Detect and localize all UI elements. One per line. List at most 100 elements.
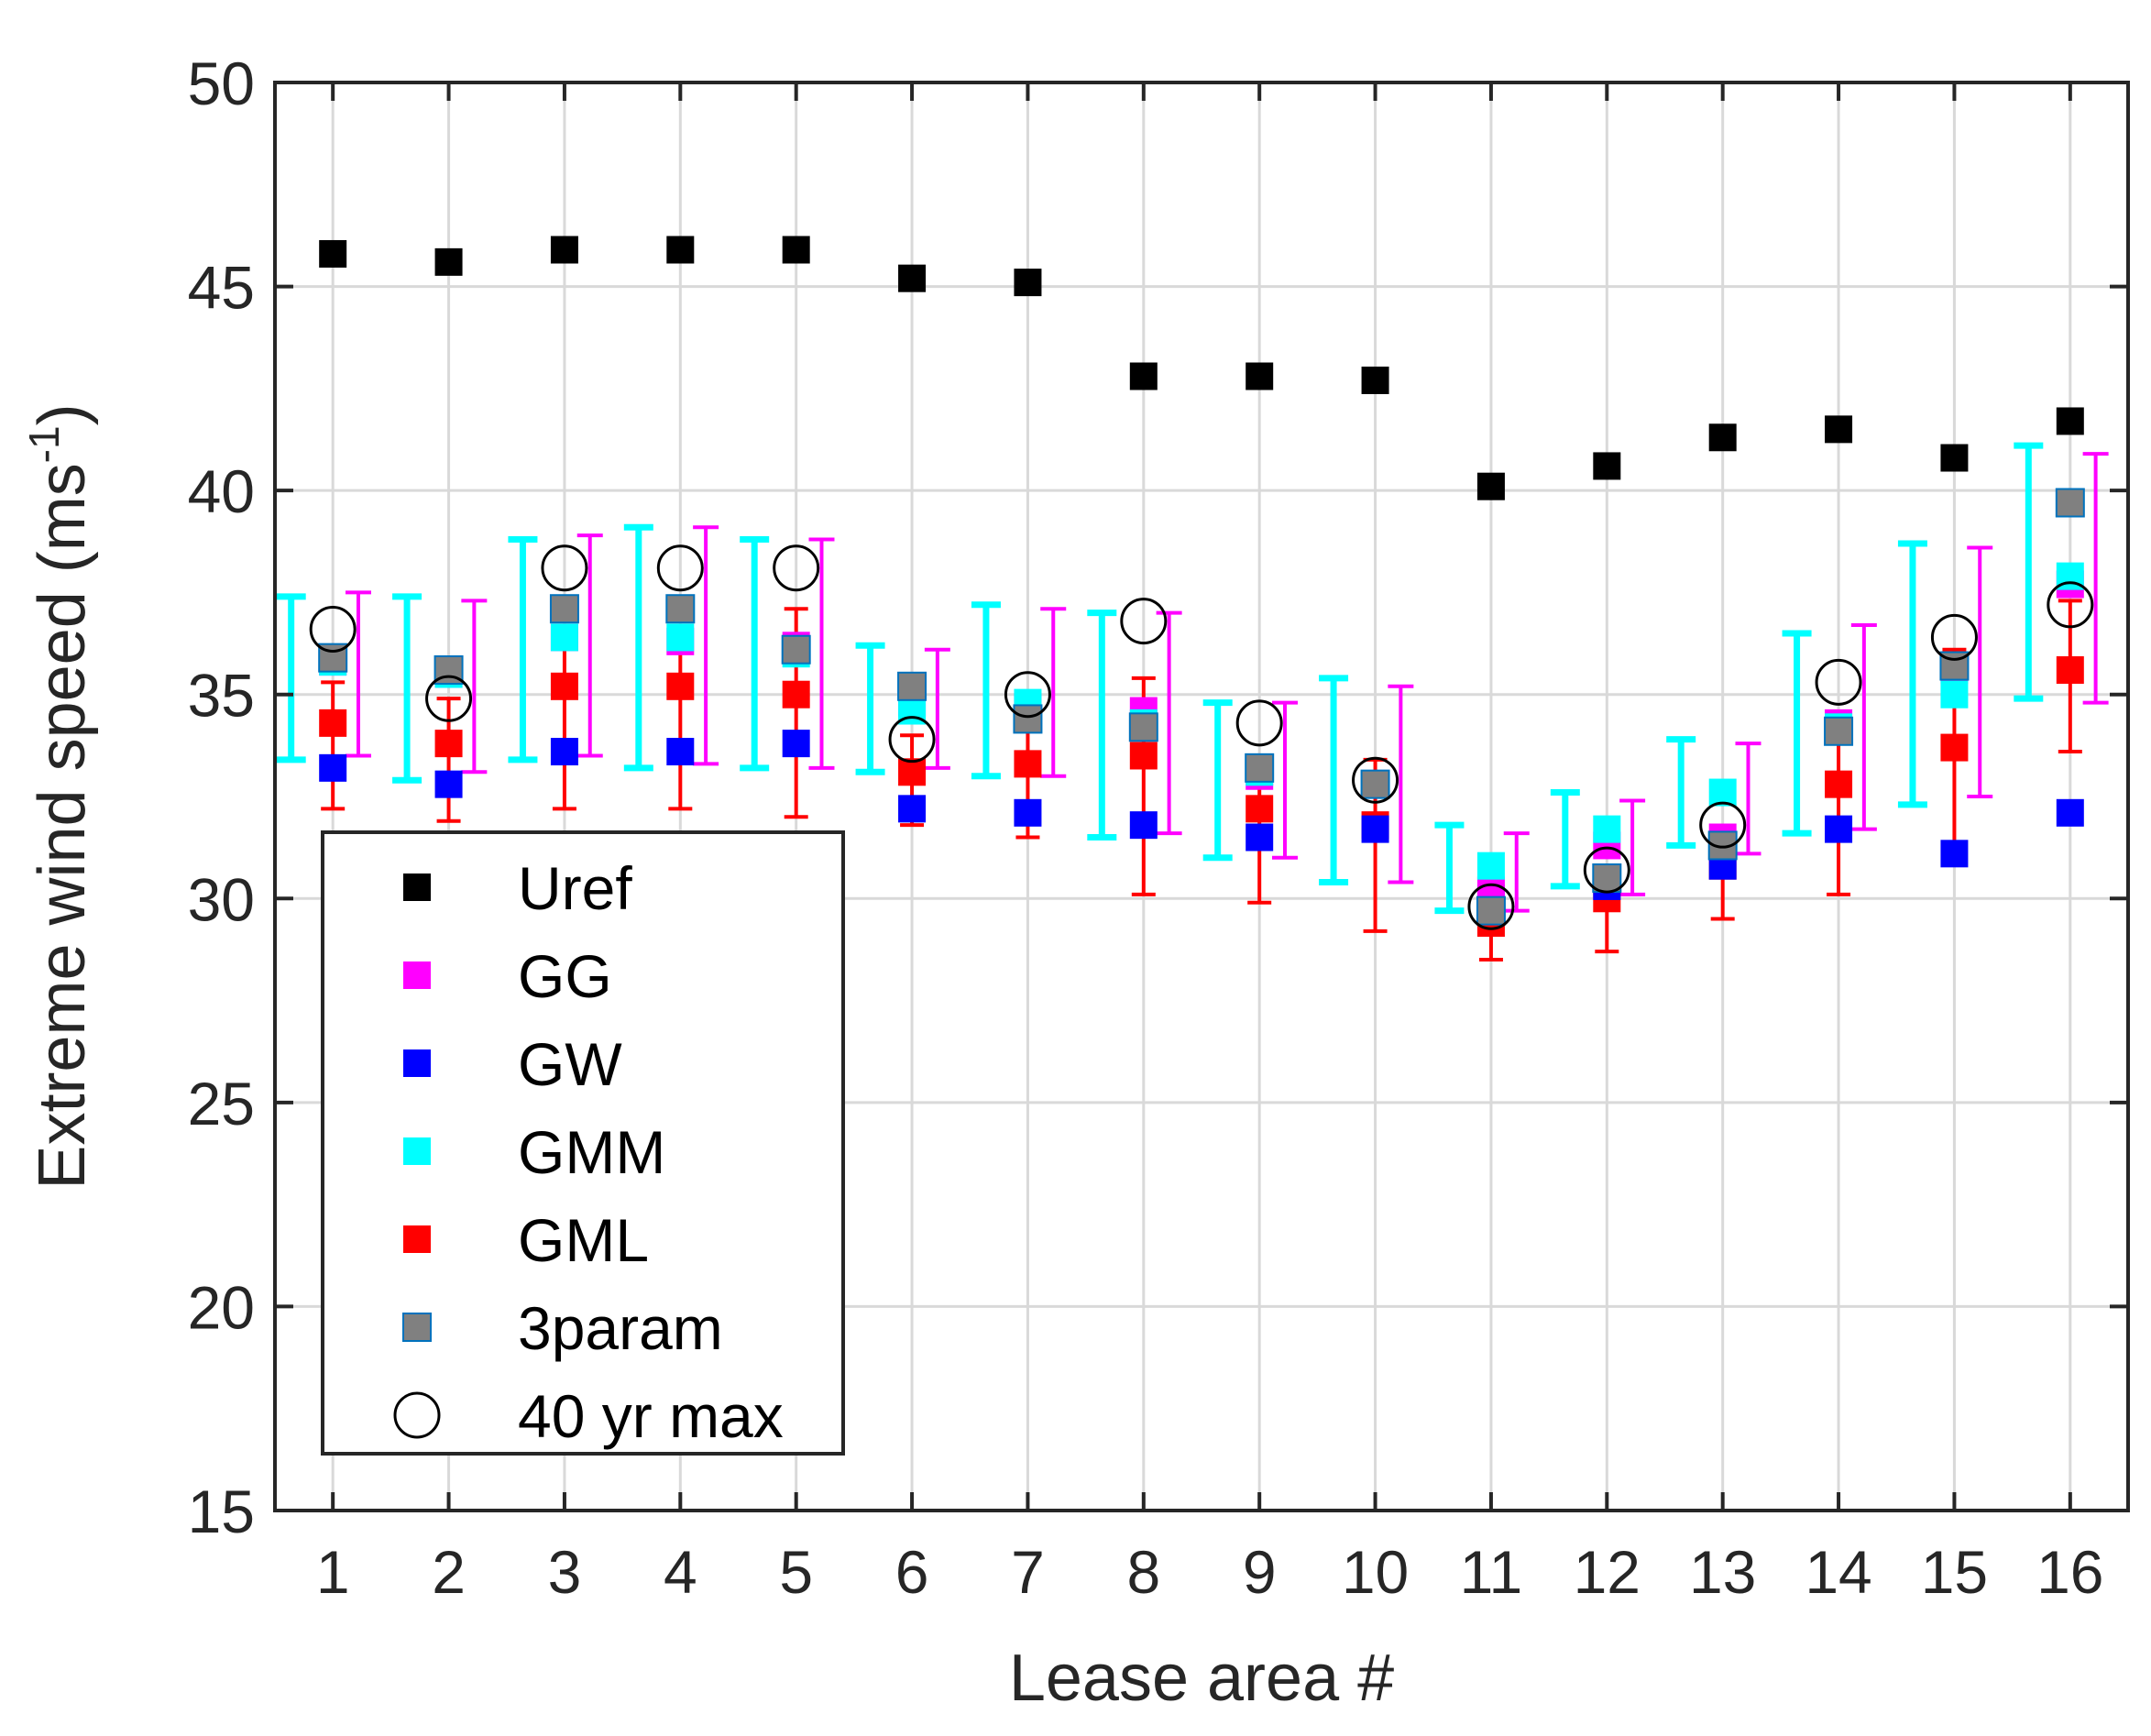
- marker-uref: [1361, 366, 1389, 394]
- marker-40-yr-max: [1120, 598, 1168, 645]
- y-tick-label: 25: [188, 1070, 255, 1137]
- marker-3param: [549, 594, 579, 624]
- marker-uref: [1246, 362, 1274, 390]
- marker-gml: [1825, 770, 1853, 798]
- marker-uref: [434, 247, 463, 276]
- marker-gml: [319, 709, 347, 737]
- x-tick-label: 5: [779, 1538, 813, 1606]
- marker-gw: [1014, 798, 1042, 827]
- marker-40-yr-max: [541, 544, 588, 592]
- marker-40-yr-max: [1004, 671, 1051, 719]
- marker-gml: [1014, 750, 1042, 778]
- y-tick-label: 20: [188, 1273, 255, 1341]
- marker-gmm: [1940, 680, 1969, 709]
- x-tick-label: 13: [1689, 1538, 1756, 1606]
- x-tick-label: 10: [1342, 1538, 1409, 1606]
- marker-gw: [782, 730, 810, 758]
- legend-marker-40-yr-max: [393, 1391, 441, 1439]
- x-tick-label: 3: [548, 1538, 582, 1606]
- marker-gw: [1825, 815, 1853, 843]
- marker-gml: [2056, 656, 2084, 685]
- x-tick-label: 12: [1574, 1538, 1641, 1606]
- marker-uref: [1476, 472, 1505, 500]
- x-tick-label: 6: [895, 1538, 929, 1606]
- marker-gw: [319, 753, 347, 782]
- marker-gml: [782, 680, 810, 709]
- marker-uref: [666, 236, 695, 264]
- marker-40-yr-max: [1930, 613, 1978, 661]
- marker-uref: [319, 239, 347, 268]
- marker-gw: [666, 738, 695, 766]
- marker-40-yr-max: [1235, 699, 1283, 747]
- legend-label-gw: GW: [518, 1030, 622, 1098]
- marker-40-yr-max: [1467, 883, 1515, 930]
- marker-40-yr-max: [2047, 581, 2094, 629]
- legend-marker-gg: [403, 961, 431, 989]
- legend-marker-gmm: [403, 1137, 431, 1165]
- y-tick-label: 50: [188, 49, 255, 117]
- marker-40-yr-max: [1583, 846, 1630, 894]
- marker-3param: [1592, 863, 1622, 894]
- marker-40-yr-max: [656, 544, 704, 592]
- legend-marker-gw: [403, 1049, 431, 1077]
- x-tick-label: 2: [432, 1538, 466, 1606]
- marker-40-yr-max: [1352, 756, 1399, 804]
- x-tick-label: 16: [2036, 1538, 2103, 1606]
- y-tick-label: 15: [188, 1478, 255, 1545]
- x-tick-label: 1: [316, 1538, 350, 1606]
- y-tick-label: 30: [188, 865, 255, 933]
- legend-label-40-yr-max: 40 yr max: [518, 1382, 784, 1450]
- marker-gml: [1940, 733, 1969, 762]
- x-tick-label: 8: [1126, 1538, 1160, 1606]
- axis-ticks: [275, 81, 2128, 1512]
- y-tick-label: 45: [188, 254, 255, 322]
- marker-gmm: [666, 623, 695, 652]
- marker-gmm: [1593, 815, 1621, 843]
- legend-label-gml: GML: [518, 1206, 649, 1274]
- y-axis-label: Extreme wind speed (ms-1): [20, 403, 99, 1189]
- marker-gw: [1940, 840, 1969, 868]
- legend-label-3param: 3param: [518, 1294, 723, 1362]
- marker-uref: [2056, 407, 2084, 435]
- x-tick-label: 4: [664, 1538, 697, 1606]
- marker-3param: [1476, 895, 1506, 926]
- x-tick-label: 9: [1243, 1538, 1277, 1606]
- marker-gml: [1246, 795, 1274, 823]
- marker-40-yr-max: [1699, 801, 1747, 849]
- legend-label-uref: Uref: [518, 854, 632, 922]
- marker-40-yr-max: [773, 544, 820, 592]
- marker-40-yr-max: [888, 716, 936, 764]
- legend-marker-3param: [402, 1313, 432, 1342]
- legend-label-gg: GG: [518, 942, 612, 1010]
- marker-3param: [1013, 704, 1043, 734]
- marker-40-yr-max: [309, 605, 357, 653]
- x-tick-label: 15: [1921, 1538, 1988, 1606]
- legend-label-gmm: GMM: [518, 1118, 665, 1186]
- marker-40-yr-max: [1815, 658, 1862, 706]
- marker-gw: [550, 738, 578, 766]
- marker-3param: [1824, 716, 1854, 746]
- y-axis-label-close: ): [26, 403, 99, 425]
- marker-3param: [897, 671, 927, 701]
- x-tick-label: 7: [1011, 1538, 1045, 1606]
- marker-uref: [1825, 415, 1853, 444]
- marker-3param: [2055, 488, 2085, 518]
- marker-uref: [782, 236, 810, 264]
- marker-gml: [434, 730, 463, 758]
- marker-gw: [2056, 798, 2084, 827]
- legend-marker-uref: [403, 873, 431, 901]
- marker-uref: [550, 236, 578, 264]
- marker-gw: [1246, 823, 1274, 852]
- marker-uref: [1129, 362, 1158, 390]
- x-tick-label: 11: [1460, 1538, 1523, 1606]
- marker-gw: [1361, 815, 1389, 843]
- marker-gw: [898, 795, 927, 823]
- legend-marker-gml: [403, 1225, 431, 1253]
- x-tick-label: 14: [1805, 1538, 1871, 1606]
- marker-gmm: [550, 623, 578, 652]
- marker-3param: [781, 634, 811, 665]
- marker-gml: [1129, 742, 1158, 770]
- marker-gml: [550, 672, 578, 700]
- marker-uref: [898, 264, 927, 292]
